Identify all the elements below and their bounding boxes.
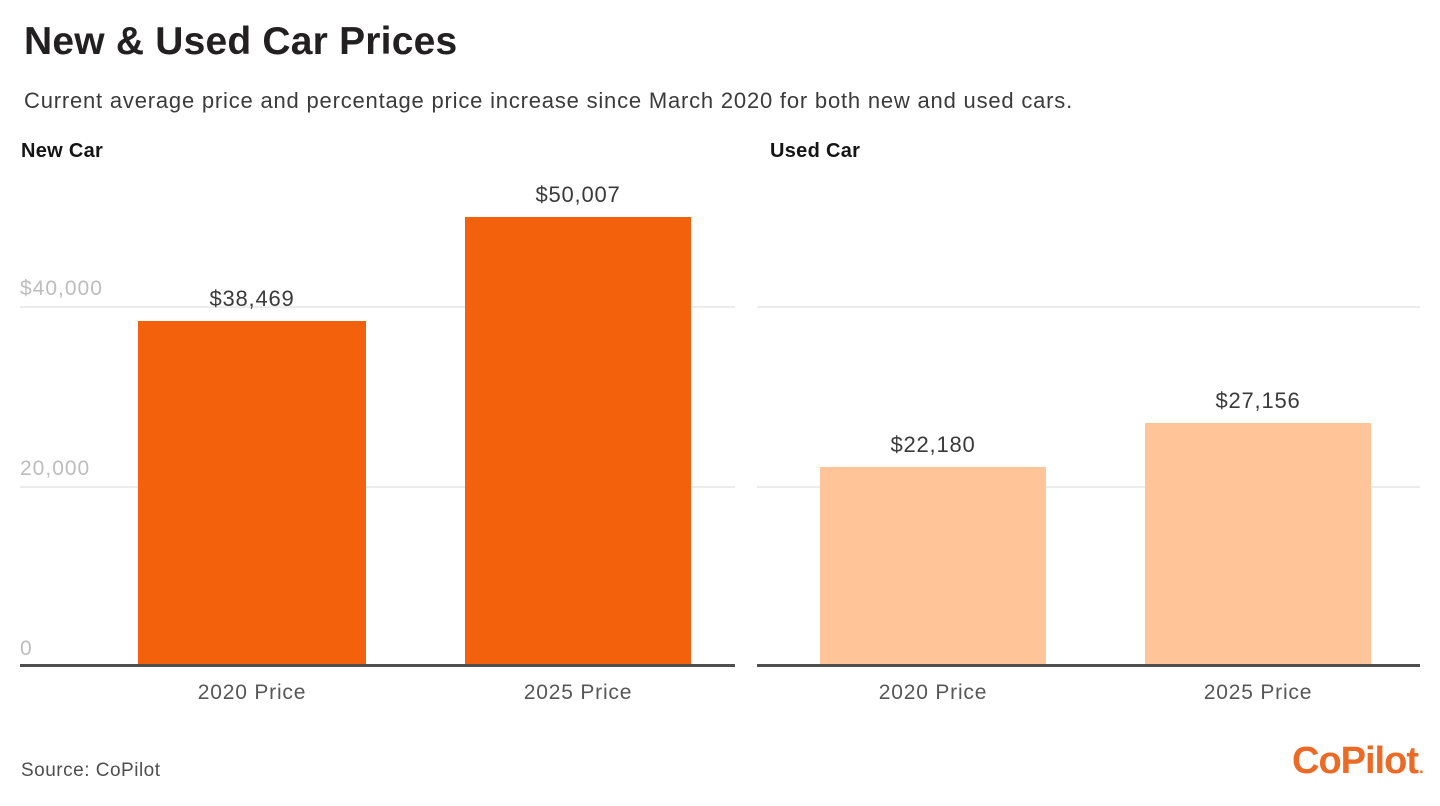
- new-car-2020-category-label: 2020 Price: [197, 681, 307, 704]
- new-car-2020-bar: [138, 321, 366, 667]
- new-chart-x-axis: [20, 664, 735, 667]
- new-car-2020-bar-group: $38,469: [138, 286, 366, 667]
- ytick-40000: $40,000: [20, 277, 103, 300]
- page-subtitle: Current average price and percentage pri…: [24, 88, 1074, 113]
- used-car-2025-bar: [1145, 423, 1371, 667]
- new-car-chart-title: New Car: [21, 140, 104, 162]
- used-car-2025-bar-group: $27,156: [1145, 388, 1371, 667]
- ytick-20000: 20,000: [20, 457, 91, 480]
- new-chart-gridline-20000: [20, 486, 735, 488]
- used-car-2025-value-label: $27,156: [1215, 388, 1301, 413]
- used-car-2020-value-label: $22,180: [890, 432, 976, 457]
- copilot-logo-text: CoPilot: [1292, 740, 1419, 782]
- new-car-2020-value-label: $38,469: [209, 286, 295, 311]
- new-car-2025-category-label: 2025 Price: [523, 681, 633, 704]
- ytick-0: 0: [20, 637, 33, 660]
- used-car-2020-category-label: 2020 Price: [878, 681, 988, 704]
- new-chart-gridline-40000: [20, 306, 735, 308]
- page-title: New & Used Car Prices: [24, 20, 458, 63]
- new-car-2025-bar-group: $50,007: [465, 182, 691, 667]
- used-car-2020-bar: [820, 467, 1046, 667]
- copilot-logo: CoPilot .: [1292, 740, 1424, 783]
- new-car-2025-value-label: $50,007: [535, 182, 621, 207]
- copilot-logo-dot: .: [1418, 758, 1424, 777]
- used-chart-gridline-40000: [757, 306, 1420, 308]
- used-chart-gridline-20000: [757, 486, 1420, 488]
- new-car-2025-bar: [465, 217, 691, 667]
- used-chart-x-axis: [757, 664, 1420, 667]
- used-car-2025-category-label: 2025 Price: [1203, 681, 1313, 704]
- used-car-2020-bar-group: $22,180: [820, 432, 1046, 667]
- source-note: Source: CoPilot: [21, 760, 161, 781]
- used-car-chart-title: Used Car: [770, 140, 861, 162]
